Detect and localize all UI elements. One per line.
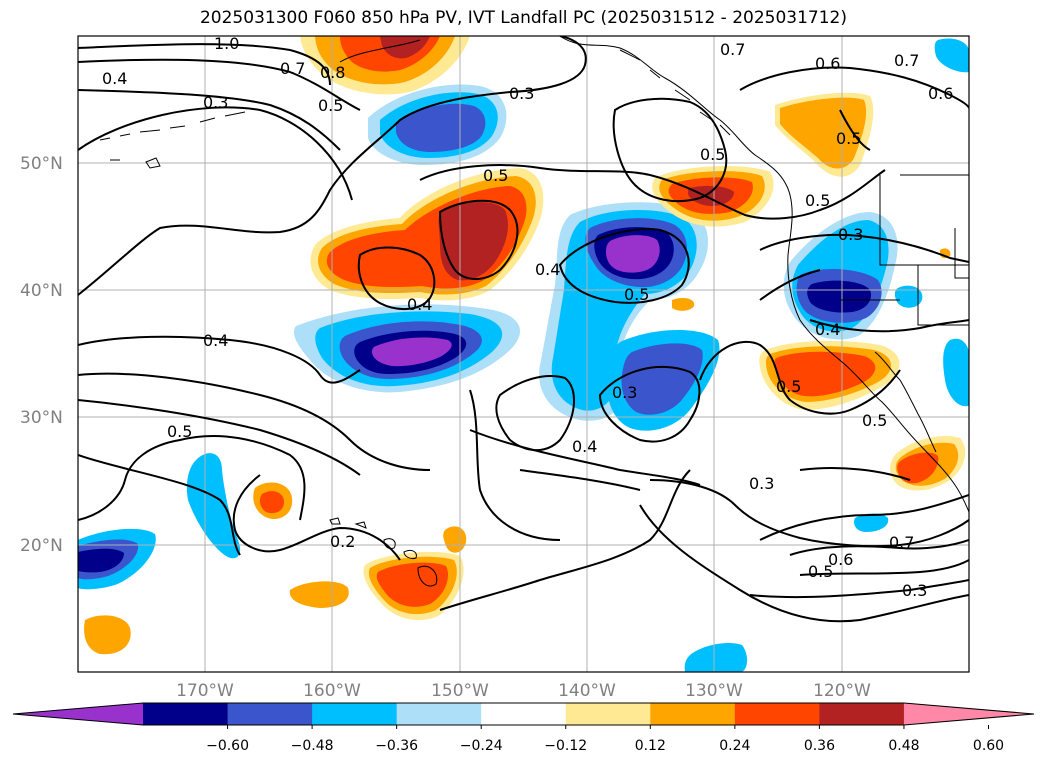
contour-label: 0.7 (889, 533, 914, 552)
contour-label: 0.5 (836, 129, 861, 148)
contour-label: 0.3 (838, 225, 863, 244)
lon-tick-label: 150°W (431, 681, 489, 701)
colorbar-tick-label: 0.60 (973, 738, 1004, 754)
contour-label: 0.7 (280, 59, 305, 78)
contour-label: 0.5 (805, 191, 830, 210)
contour-label: 1.0 (214, 34, 239, 53)
contour-label: 0.4 (535, 260, 560, 279)
colorbar-segment (396, 703, 482, 725)
contour-label: 0.3 (902, 581, 927, 600)
gridlines (78, 36, 969, 672)
figure-title: 2025031300 F060 850 hPa PV, IVT Landfall… (199, 8, 847, 28)
colorbar-tick-label: 0.36 (804, 738, 835, 754)
map-frame (77, 35, 970, 673)
lat-tick-label: 40°N (20, 281, 63, 301)
colorbar-outline (12, 702, 1035, 726)
contour-label: 0.6 (828, 550, 853, 569)
colorbar-segment (903, 703, 1034, 725)
contour-label: 0.3 (612, 383, 637, 402)
contour-label: 0.3 (509, 84, 534, 103)
colorbar-tick-label: 0.48 (888, 738, 919, 754)
contour-label: 0.4 (203, 331, 228, 350)
lon-tick-label: 140°W (558, 681, 616, 701)
contour-label: 0.2 (330, 532, 355, 551)
colorbar-ticks: −0.60 −0.48 −0.36 −0.24 −0.12 0.12 0.24 0.36 0.4… (206, 725, 1004, 754)
lon-tick-labels: 170°W 160°W 150°W 140°W 130°W 120°W (176, 681, 871, 701)
contour-label: 0.4 (572, 437, 597, 456)
contour-label: 0.5 (318, 96, 343, 115)
lat-tick-label: 20°N (20, 536, 63, 556)
lon-tick-label: 120°W (813, 681, 871, 701)
contour-label: 0.5 (862, 411, 887, 430)
colorbar-tick-label: −0.48 (291, 738, 334, 754)
contour-label: 0.7 (894, 51, 919, 70)
contour-label: 0.5 (483, 166, 508, 185)
north-america-coast (559, 36, 969, 513)
colorbar-segment (819, 703, 905, 725)
colorbar-tick-label: −0.12 (544, 738, 587, 754)
lat-tick-label: 50°N (20, 154, 63, 174)
map-panel: 1.0 0.4 0.7 0.8 0.3 0.5 0.3 0.7 0.6 0.7 … (77, 34, 970, 673)
contour-label: 0.5 (808, 562, 833, 581)
contour-label: 0.4 (102, 69, 127, 88)
colorbar-segment (565, 703, 651, 725)
colorbar-tick-label: 0.12 (635, 738, 666, 754)
contour-label: 0.6 (815, 54, 840, 73)
colorbar-segments (13, 703, 1034, 725)
colorbar: −0.60 −0.48 −0.36 −0.24 −0.12 0.12 0.24 0.36 0.4… (12, 702, 1035, 754)
lat-tick-label: 30°N (20, 408, 63, 428)
lon-tick-label: 130°W (685, 681, 743, 701)
colorbar-tick-label: −0.36 (375, 738, 418, 754)
colorbar-segment (13, 703, 143, 725)
contour-label: 0.6 (928, 84, 953, 103)
contour-label-layer: 1.0 0.4 0.7 0.8 0.3 0.5 0.3 0.7 0.6 0.7 … (102, 34, 953, 600)
contour-label: 0.5 (700, 145, 725, 164)
contour-label: 0.5 (776, 377, 801, 396)
colorbar-segment (312, 703, 398, 725)
colorbar-segment (481, 703, 567, 725)
contour-label: 0.8 (320, 63, 345, 82)
colorbar-segment (650, 703, 736, 725)
contour-label: 0.5 (167, 422, 192, 441)
colorbar-segment (227, 703, 313, 725)
lat-tick-labels: 50°N 40°N 30°N 20°N (20, 154, 63, 556)
coastlines (99, 36, 969, 587)
colorbar-segment (143, 703, 229, 725)
colorbar-segment (734, 703, 820, 725)
colorbar-tick-label: −0.60 (206, 738, 249, 754)
contour-label: 0.4 (815, 320, 840, 339)
colorbar-tick-label: 0.24 (719, 738, 750, 754)
colorbar-tick-label: −0.24 (460, 738, 503, 754)
contour-label: 0.3 (749, 474, 774, 493)
shading-layer (78, 36, 969, 672)
contour-label: 0.4 (407, 295, 432, 314)
contour-label: 0.3 (203, 93, 228, 112)
lon-tick-label: 170°W (176, 681, 234, 701)
contour-label: 0.7 (720, 40, 745, 59)
contour-label: 0.5 (624, 285, 649, 304)
lon-tick-label: 160°W (303, 681, 361, 701)
contour-lines (78, 36, 969, 623)
